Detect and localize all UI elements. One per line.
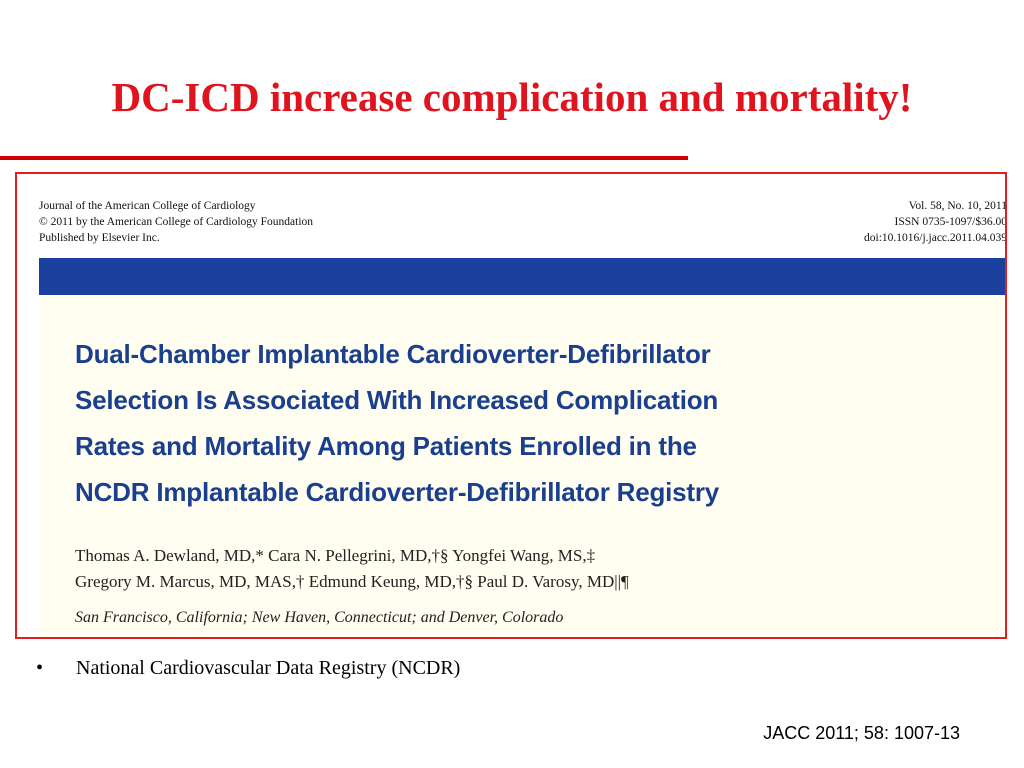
journal-copyright: © 2011 by the American College of Cardio… xyxy=(39,216,314,228)
journal-blue-band xyxy=(39,258,1005,295)
article-title-line: Rates and Mortality Among Patients Enrol… xyxy=(75,431,697,461)
author-line: Gregory M. Marcus, MD, MAS,† Edmund Keun… xyxy=(75,572,629,591)
article-figure-frame: Journal of the American College of Cardi… xyxy=(15,172,1007,639)
journal-name: Journal of the American College of Cardi… xyxy=(39,200,256,212)
slide-title: DC-ICD increase complication and mortali… xyxy=(111,74,913,120)
bullet-marker: • xyxy=(36,657,44,679)
journal-info-left: Journal of the American College of Cardi… xyxy=(39,198,313,246)
article-title-line: NCDR Implantable Cardioverter-Defibrilla… xyxy=(75,477,720,507)
journal-volume: Vol. 58, No. 10, 2011 xyxy=(908,200,1007,212)
article-title: Dual-Chamber Implantable Cardioverter-De… xyxy=(75,331,719,515)
article-authors: Thomas A. Dewland, MD,* Cara N. Pellegri… xyxy=(75,543,629,595)
bullet-text: National Cardiovascular Data Registry (N… xyxy=(76,657,461,679)
journal-issn: ISSN 0735-1097/$36.00 xyxy=(894,216,1007,228)
author-line: Thomas A. Dewland, MD,* Cara N. Pellegri… xyxy=(75,546,596,565)
journal-publisher: Published by Elsevier Inc. xyxy=(39,232,160,244)
article-title-line: Dual-Chamber Implantable Cardioverter-De… xyxy=(75,339,711,369)
journal-doi: doi:10.1016/j.jacc.2011.04.039 xyxy=(864,232,1007,244)
title-underline-rule xyxy=(0,156,688,160)
journal-info-right: Vol. 58, No. 10, 2011 ISSN 0735-1097/$36… xyxy=(864,198,1007,246)
citation-reference: JACC 2011; 58: 1007-13 xyxy=(763,723,960,743)
article-affiliations: San Francisco, California; New Haven, Co… xyxy=(75,609,564,626)
article-title-line: Selection Is Associated With Increased C… xyxy=(75,385,719,415)
bullet-item: • National Cardiovascular Data Registry (… xyxy=(36,654,460,682)
article-title-panel: Dual-Chamber Implantable Cardioverter-De… xyxy=(39,295,1005,637)
